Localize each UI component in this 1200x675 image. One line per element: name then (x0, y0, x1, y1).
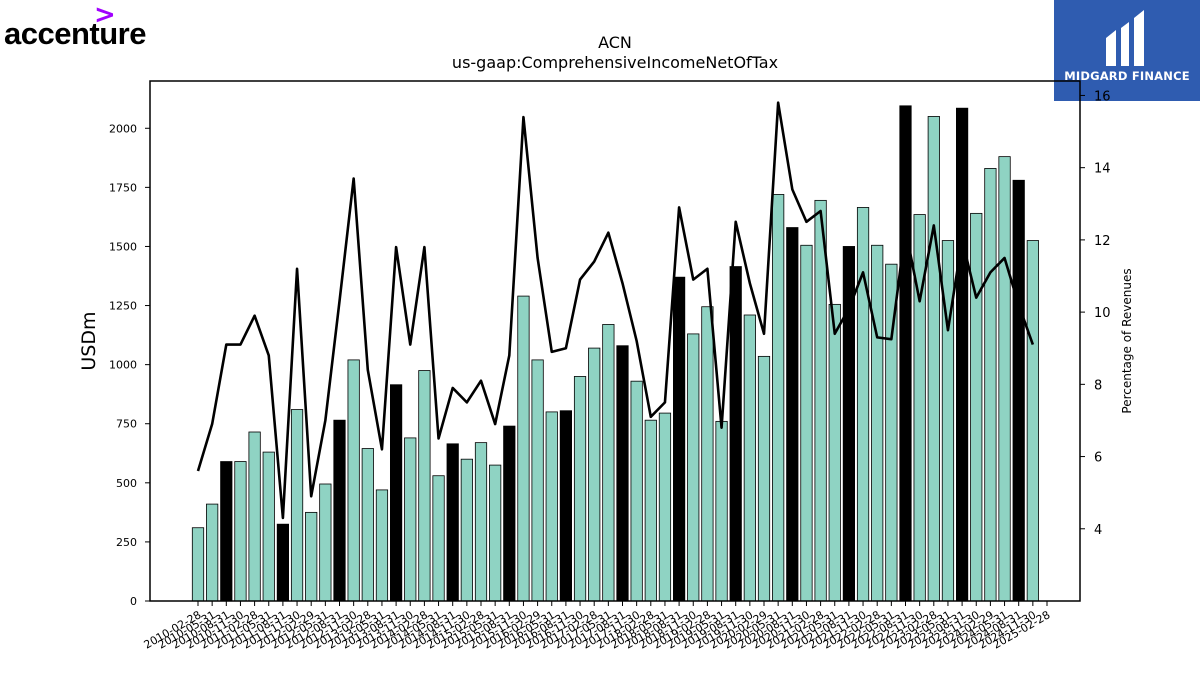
bar (814, 199, 827, 602)
bar (1026, 240, 1039, 602)
y-tick-label: 500 (116, 477, 137, 490)
y2-tick-label: 14 (1094, 162, 1111, 177)
y2-tick-label: 8 (1094, 378, 1102, 393)
bar (956, 107, 969, 602)
midgard-emblem-icon (1106, 10, 1144, 66)
y-tick-label: 1250 (109, 300, 137, 313)
bar (262, 451, 275, 602)
bar (248, 431, 261, 602)
bar (375, 489, 389, 602)
y-tick-label: 2000 (109, 122, 137, 135)
bar (602, 324, 615, 602)
y-tick-label: 0 (130, 595, 137, 608)
bar (856, 207, 870, 602)
y2-tick-label: 12 (1094, 234, 1111, 249)
bar (616, 345, 629, 602)
accenture-wordmark: accenture (4, 16, 146, 51)
bar (319, 483, 332, 602)
bar (191, 527, 205, 602)
bar (729, 266, 742, 602)
bar (290, 409, 304, 602)
bar (630, 380, 643, 602)
y-tick-label: 750 (116, 418, 137, 431)
bar (970, 212, 983, 602)
bar (418, 370, 431, 602)
y-tick-label: 1500 (109, 240, 137, 253)
bar (361, 448, 374, 602)
bar (998, 156, 1011, 602)
bar (687, 333, 700, 602)
bar (404, 437, 417, 602)
y2-tick-label: 4 (1094, 523, 1102, 538)
percentage-line (196, 101, 1035, 520)
bar (658, 412, 672, 602)
y2-tick-label: 6 (1094, 451, 1102, 466)
bar (220, 461, 233, 602)
bar (786, 227, 799, 602)
bar (305, 511, 318, 602)
bar (772, 194, 785, 602)
chart-subtitle: us-gaap:ComprehensiveIncomeNetOfTax (452, 53, 778, 72)
midgard-finance-wordmark: MIDGARD FINANCE (1064, 69, 1190, 83)
bar (899, 105, 912, 602)
bar (503, 425, 516, 602)
bar (701, 306, 714, 602)
bar (984, 168, 997, 602)
bar (715, 420, 728, 602)
bar (347, 359, 360, 602)
y-axis-label: USDm (78, 311, 100, 370)
bar (474, 442, 488, 602)
bar (489, 464, 502, 602)
y-tick-label: 250 (116, 536, 137, 549)
bar (389, 384, 403, 602)
plot-area: 0 250 500 750 1000 1250 1500 1750 2000 4 6 8 10 12 14 1… (109, 89, 1111, 651)
bar (1012, 179, 1025, 602)
bar (828, 303, 841, 602)
bar (460, 458, 473, 602)
accenture-chevron-mark: > (94, 0, 116, 30)
bar (757, 355, 771, 602)
y2-tick-label: 10 (1094, 306, 1111, 321)
chart-title: ACN (598, 33, 632, 52)
bar (559, 410, 573, 602)
y2-axis-label: Percentage of Revenues (1120, 268, 1134, 413)
bar (644, 419, 657, 602)
accenture-logo: > accenture (4, 0, 174, 52)
bar (588, 347, 601, 602)
bar (517, 295, 530, 602)
midgard-finance-logo: MIDGARD FINANCE (1054, 0, 1200, 101)
bar (743, 314, 756, 602)
bar (234, 461, 247, 602)
bar (206, 503, 219, 602)
y-tick-label: 1000 (109, 359, 137, 372)
bar (531, 359, 544, 602)
bar (927, 116, 940, 602)
bar (673, 276, 686, 602)
bar (800, 244, 813, 602)
bar (446, 443, 459, 602)
y2-tick-label: 16 (1094, 89, 1111, 104)
y-tick-label: 1750 (109, 181, 137, 194)
bar (545, 411, 558, 602)
bar (573, 376, 587, 602)
bar (432, 475, 445, 602)
bar (276, 523, 290, 602)
plot-frame (149, 80, 1081, 602)
bar (333, 419, 346, 602)
bar (871, 244, 884, 602)
bar (913, 214, 926, 602)
